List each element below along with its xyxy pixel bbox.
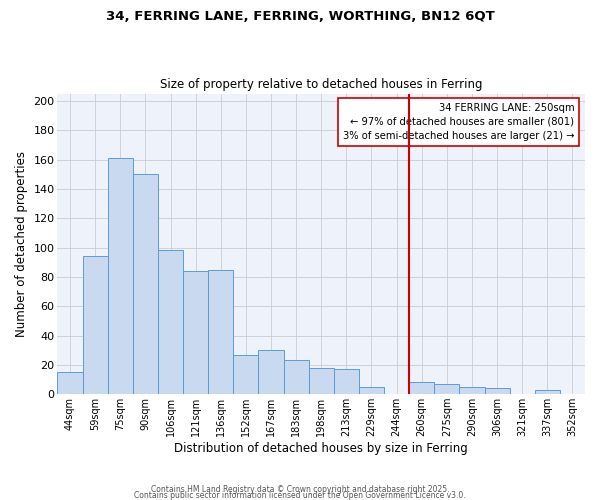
Bar [133,174,158,394]
Text: 34 FERRING LANE: 250sqm
← 97% of detached houses are smaller (801)
3% of semi-de: 34 FERRING LANE: 250sqm ← 97% of detache… [343,102,574,141]
Bar [485,388,509,394]
Bar [58,372,83,394]
Y-axis label: Number of detached properties: Number of detached properties [15,151,28,337]
Bar [334,369,359,394]
Bar [259,350,284,394]
Text: 34, FERRING LANE, FERRING, WORTHING, BN12 6QT: 34, FERRING LANE, FERRING, WORTHING, BN1… [106,10,494,23]
Bar [359,387,384,394]
Bar [83,256,108,394]
Bar [434,384,460,394]
Bar [409,382,434,394]
X-axis label: Distribution of detached houses by size in Ferring: Distribution of detached houses by size … [175,442,468,455]
Bar [535,390,560,394]
Bar [158,250,183,394]
Bar [208,270,233,394]
Bar [108,158,133,394]
Bar [233,354,259,394]
Title: Size of property relative to detached houses in Ferring: Size of property relative to detached ho… [160,78,482,91]
Bar [308,368,334,394]
Text: Contains HM Land Registry data © Crown copyright and database right 2025.: Contains HM Land Registry data © Crown c… [151,484,449,494]
Text: Contains public sector information licensed under the Open Government Licence v3: Contains public sector information licen… [134,490,466,500]
Bar [460,387,485,394]
Bar [183,271,208,394]
Bar [284,360,308,394]
